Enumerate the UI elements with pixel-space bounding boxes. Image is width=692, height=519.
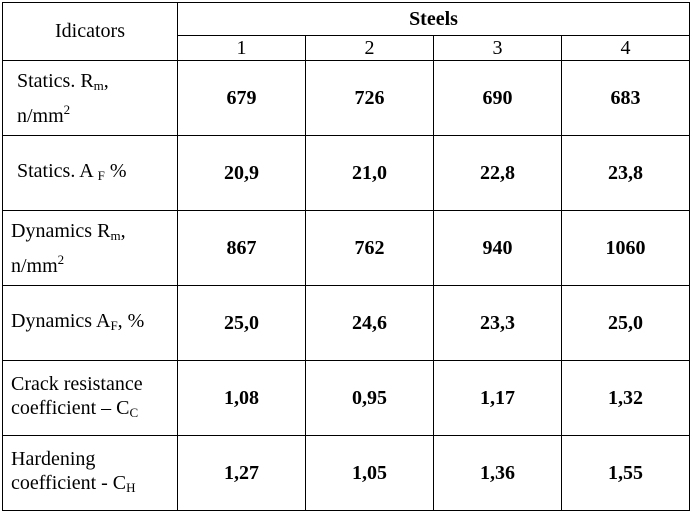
- label-suffix: %: [104, 159, 127, 182]
- label-subscript: F: [110, 317, 118, 333]
- value-cell: 22,8: [433, 135, 562, 211]
- value-cell: 1060: [560, 210, 691, 286]
- label-line2: coefficient – C: [11, 396, 130, 419]
- label-unit: n/mm: [17, 104, 64, 127]
- steel-number: 3: [433, 35, 562, 61]
- label-suffix: , %: [117, 309, 145, 332]
- value-cell: 1,55: [560, 435, 691, 511]
- indicator-label: Crack resistance coefficient – CC: [2, 360, 178, 436]
- steel-number: 1: [177, 35, 306, 61]
- label-text: Crack resistance: [11, 372, 143, 395]
- value-cell: 23,8: [560, 135, 691, 211]
- table-row: Crack resistance coefficient – CC 1,08 0,…: [2, 360, 691, 436]
- value-cell: 1,17: [433, 360, 562, 436]
- indicator-label: Statics. A F %: [2, 135, 178, 211]
- indicator-label: Dynamics AF, %: [2, 285, 178, 361]
- label-subscript: C: [129, 404, 139, 420]
- value-cell: 867: [177, 210, 306, 286]
- value-cell: 21,0: [305, 135, 434, 211]
- value-cell: 25,0: [177, 285, 306, 361]
- label-subscript: m: [110, 227, 121, 243]
- value-cell: 1,32: [560, 360, 691, 436]
- indicator-label: Statics. Rm, n/mm2: [2, 60, 178, 136]
- value-cell: 940: [433, 210, 562, 286]
- header-row: Idicators Steels: [2, 1, 691, 61]
- value-cell: 762: [305, 210, 434, 286]
- steel-indicators-table: Idicators Steels 1 2 3 4 Statics. Rm, n/m…: [2, 1, 691, 511]
- table-row: Statics. Rm, n/mm2 679 726 690 683: [2, 60, 691, 136]
- value-cell: 726: [305, 60, 434, 136]
- value-cell: 20,9: [177, 135, 306, 211]
- value-cell: 683: [560, 60, 691, 136]
- value-cell: 1,08: [177, 360, 306, 436]
- table-row: Dynamics AF, % 25,0 24,6 23,3 25,0: [2, 285, 691, 361]
- value-cell: 0,95: [305, 360, 434, 436]
- table-row: Statics. A F % 20,9 21,0 22,8 23,8: [2, 135, 691, 211]
- label-text: Statics. R: [17, 69, 94, 92]
- label-unit: n/mm: [11, 254, 58, 277]
- label-suffix: ,: [103, 69, 109, 92]
- value-cell: 23,3: [433, 285, 562, 361]
- value-cell: 679: [177, 60, 306, 136]
- label-text: Dynamics A: [11, 309, 111, 332]
- label-superscript: 2: [57, 251, 65, 267]
- indicators-header: Idicators: [2, 2, 178, 61]
- label-subscript: F: [97, 167, 105, 183]
- value-cell: 25,0: [560, 285, 691, 361]
- steels-header: Steels: [176, 1, 691, 37]
- value-cell: 24,6: [305, 285, 434, 361]
- label-text: Statics. A: [17, 159, 98, 182]
- table-row: Dynamics Rm, n/mm2 867 762 940 1060: [2, 210, 691, 286]
- label-superscript: 2: [63, 101, 71, 117]
- table-row: Hardening coefficient - CH 1,27 1,05 1,36…: [2, 435, 691, 511]
- steel-number: 4: [560, 35, 691, 61]
- value-cell: 1,27: [177, 435, 306, 511]
- value-cell: 1,36: [433, 435, 562, 511]
- steel-number: 2: [305, 35, 434, 61]
- value-cell: 690: [433, 60, 562, 136]
- label-text: Dynamics R: [11, 219, 111, 242]
- indicator-label: Hardening coefficient - CH: [2, 435, 178, 511]
- label-subscript: H: [126, 479, 136, 495]
- value-cell: 1,05: [305, 435, 434, 511]
- label-line2: coefficient - C: [11, 471, 127, 494]
- label-subscript: m: [93, 77, 104, 93]
- indicator-label: Dynamics Rm, n/mm2: [2, 210, 178, 286]
- label-text: Hardening: [11, 447, 96, 470]
- label-suffix: ,: [120, 219, 126, 242]
